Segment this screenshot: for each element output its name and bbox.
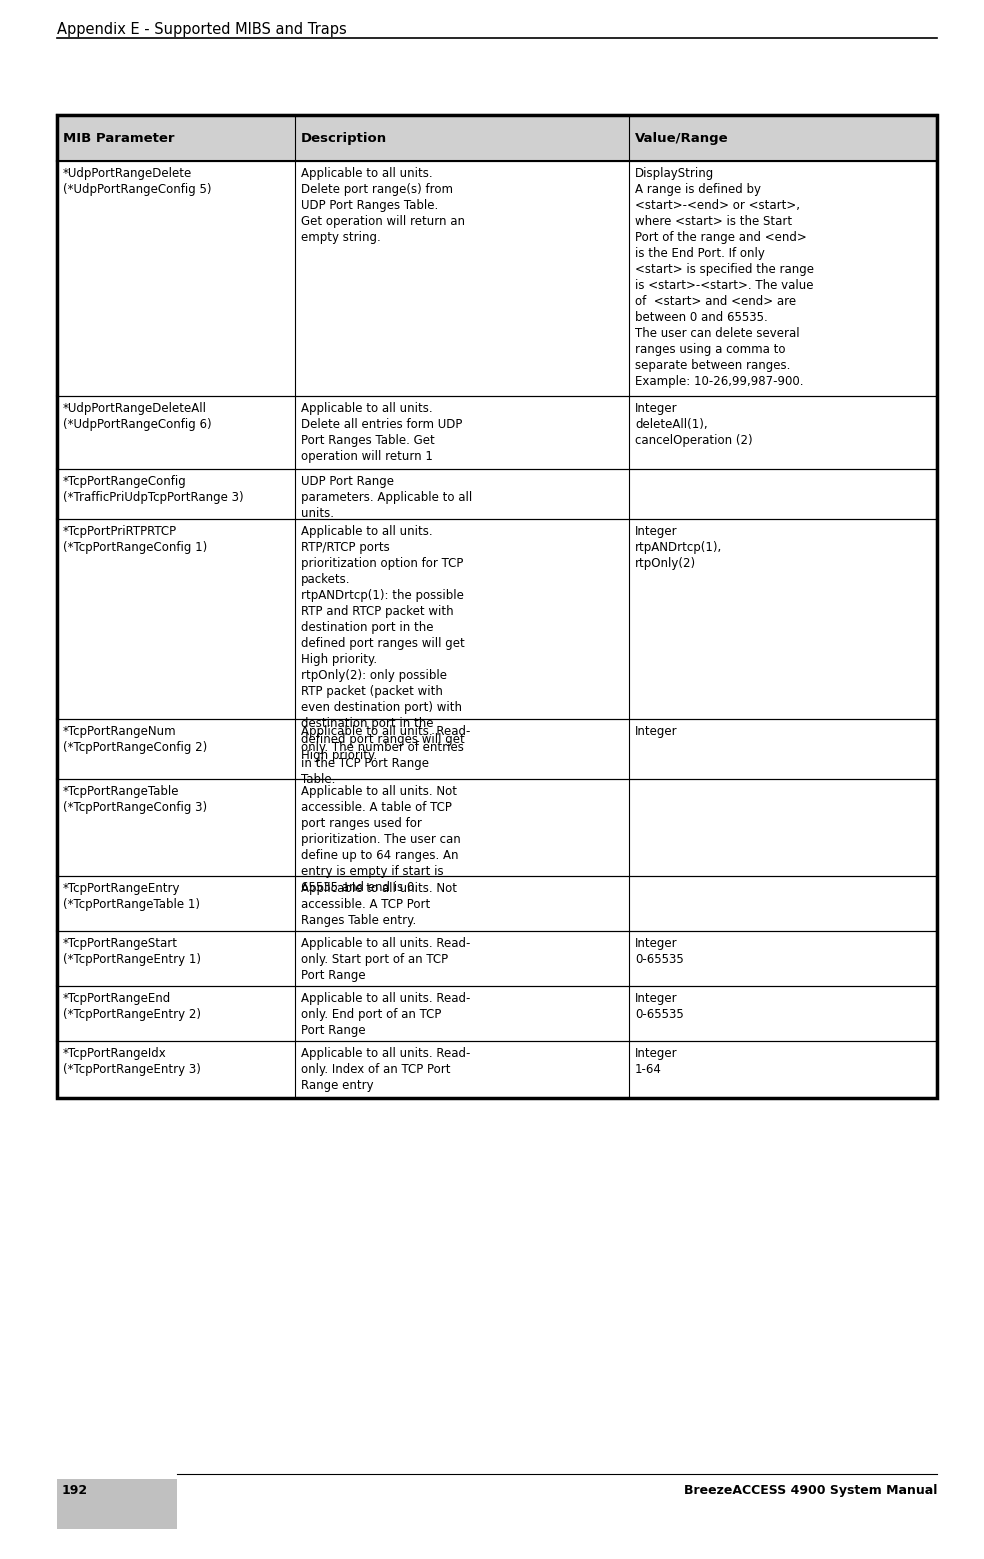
Text: Integer
deleteAll(1),
cancelOperation (2): Integer deleteAll(1), cancelOperation (2…	[635, 402, 753, 447]
Text: Applicable to all units.
Delete all entries form UDP
Port Ranges Table. Get
oper: Applicable to all units. Delete all entr…	[300, 402, 461, 463]
Text: *TcpPortRangeEnd
(*TcpPortRangeEntry 2): *TcpPortRangeEnd (*TcpPortRangeEntry 2)	[63, 992, 201, 1021]
Text: *TcpPortRangeIdx
(*TcpPortRangeEntry 3): *TcpPortRangeIdx (*TcpPortRangeEntry 3)	[63, 1048, 201, 1076]
Text: Applicable to all units. Not
accessible. A table of TCP
port ranges used for
pri: Applicable to all units. Not accessible.…	[300, 786, 461, 893]
Text: UDP Port Range
parameters. Applicable to all
units.: UDP Port Range parameters. Applicable to…	[300, 475, 472, 521]
Text: *UdpPortRangeDelete
(*UdpPortRangeConfig 5): *UdpPortRangeDelete (*UdpPortRangeConfig…	[63, 167, 212, 196]
Text: Applicable to all units. Not
accessible. A TCP Port
Ranges Table entry.: Applicable to all units. Not accessible.…	[300, 882, 457, 928]
Text: Applicable to all units. Read-
only. End port of an TCP
Port Range: Applicable to all units. Read- only. End…	[300, 992, 470, 1037]
Text: Integer
0-65535: Integer 0-65535	[635, 937, 684, 967]
Text: DisplayString
A range is defined by
<start>-<end> or <start>,
where <start> is t: DisplayString A range is defined by <sta…	[635, 167, 814, 388]
Text: *TcpPortRangeNum
(*TcpPortRangeConfig 2): *TcpPortRangeNum (*TcpPortRangeConfig 2)	[63, 725, 208, 755]
Bar	[57, 985, 937, 1041]
Text: MIB Parameter: MIB Parameter	[63, 131, 174, 145]
Text: BreezeACCESS 4900 System Manual: BreezeACCESS 4900 System Manual	[684, 1484, 937, 1497]
Text: 192: 192	[62, 1484, 89, 1497]
Bar	[57, 1479, 177, 1529]
Bar	[57, 115, 937, 161]
Text: Applicable to all units. Read-
only. The number of entries
in the TCP Port Range: Applicable to all units. Read- only. The…	[300, 725, 470, 786]
Bar	[57, 469, 937, 519]
Bar	[57, 161, 937, 396]
Bar	[57, 1041, 937, 1098]
Text: Applicable to all units.
RTP/RTCP ports
prioritization option for TCP
packets.
r: Applicable to all units. RTP/RTCP ports …	[300, 525, 464, 762]
Bar	[57, 519, 937, 719]
Text: Applicable to all units.
Delete port range(s) from
UDP Port Ranges Table.
Get op: Applicable to all units. Delete port ran…	[300, 167, 464, 245]
Text: Applicable to all units. Read-
only. Start port of an TCP
Port Range: Applicable to all units. Read- only. Sta…	[300, 937, 470, 982]
Text: Value/Range: Value/Range	[635, 131, 728, 145]
Text: *UdpPortRangeDeleteAll
(*UdpPortRangeConfig 6): *UdpPortRangeDeleteAll (*UdpPortRangeCon…	[63, 402, 212, 430]
Text: *TcpPortRangeStart
(*TcpPortRangeEntry 1): *TcpPortRangeStart (*TcpPortRangeEntry 1…	[63, 937, 201, 967]
Text: Integer
1-64: Integer 1-64	[635, 1048, 678, 1076]
Bar	[57, 396, 937, 469]
Text: Integer
0-65535: Integer 0-65535	[635, 992, 684, 1021]
Text: Description: Description	[300, 131, 387, 145]
Bar	[57, 931, 937, 985]
Text: Integer
rtpANDrtcp(1),
rtpOnly(2): Integer rtpANDrtcp(1), rtpOnly(2)	[635, 525, 722, 571]
Bar	[57, 115, 937, 1098]
Text: Applicable to all units. Read-
only. Index of an TCP Port
Range entry: Applicable to all units. Read- only. Ind…	[300, 1048, 470, 1091]
Text: *TcpPortRangeEntry
(*TcpPortRangeTable 1): *TcpPortRangeEntry (*TcpPortRangeTable 1…	[63, 882, 200, 910]
Text: *TcpPortPriRTPRTCP
(*TcpPortRangeConfig 1): *TcpPortPriRTPRTCP (*TcpPortRangeConfig …	[63, 525, 208, 553]
Text: Appendix E - Supported MIBS and Traps: Appendix E - Supported MIBS and Traps	[57, 22, 346, 37]
Bar	[57, 876, 937, 931]
Text: *TcpPortRangeTable
(*TcpPortRangeConfig 3): *TcpPortRangeTable (*TcpPortRangeConfig …	[63, 786, 207, 814]
Text: *TcpPortRangeConfig
(*TrafficPriUdpTcpPortRange 3): *TcpPortRangeConfig (*TrafficPriUdpTcpPo…	[63, 475, 244, 504]
Text: Integer: Integer	[635, 725, 678, 737]
Bar	[57, 780, 937, 876]
Bar	[57, 719, 937, 780]
